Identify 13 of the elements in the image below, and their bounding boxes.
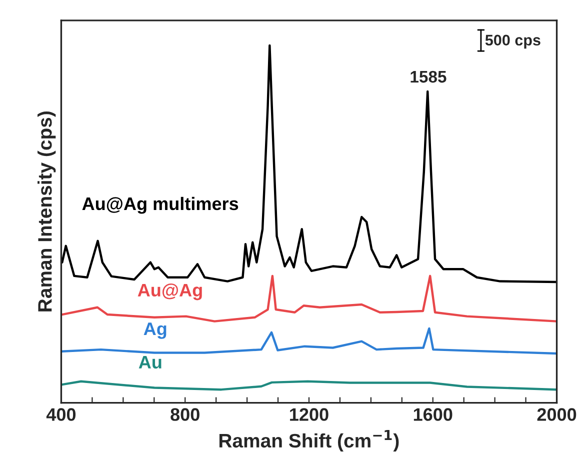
x-tick-label: 1200: [290, 408, 328, 421]
series-label: Au: [138, 356, 162, 369]
x-tick-label: 2000: [537, 408, 576, 421]
series-label: Ag: [144, 322, 166, 339]
x-tick-label: 400: [46, 408, 76, 421]
y-axis-title: Raman Intensity (cps): [38, 112, 56, 312]
annotation: 500 cps: [485, 34, 540, 49]
x-axis-title: Raman Shift (cm$^{−1}$): [219, 430, 399, 452]
series-label: Au@Ag multimers: [82, 196, 238, 214]
annotation: 1585: [410, 70, 446, 83]
x-tick-label: 1600: [414, 408, 452, 421]
x-tick-label: 800: [170, 408, 200, 421]
series-label: Au@Ag: [138, 284, 202, 300]
